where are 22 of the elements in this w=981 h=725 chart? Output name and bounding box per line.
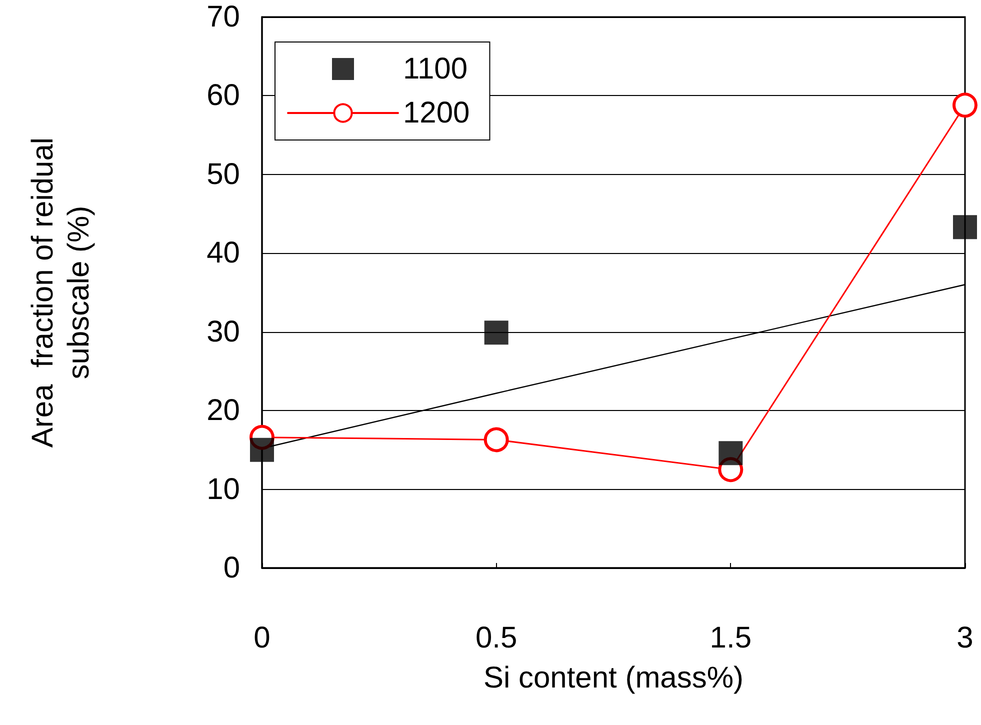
y-tick-label: 60 (206, 79, 240, 112)
x-tick-label: 0.5 (475, 622, 518, 654)
point (718, 441, 743, 466)
y-tick-label: 10 (206, 472, 240, 506)
y-axis-title: Area fraction of reidual subscale (%) (26, 137, 96, 448)
point (484, 320, 508, 345)
point (953, 215, 977, 240)
y-tick-label: 40 (206, 236, 240, 270)
x-tick-label: 1.5 (710, 622, 752, 654)
x-tick-label: 0 (254, 622, 270, 654)
x-tick-label: 3 (956, 622, 974, 654)
y-tick-label: 30 (206, 315, 240, 348)
y-tick-label: 20 (206, 394, 240, 428)
y-tick-label: 50 (206, 158, 240, 191)
y-tick-label: 70 (206, 0, 240, 34)
point (952, 92, 978, 118)
legend-label: 1200 (403, 96, 470, 130)
x-axis-title: Si content (mass%) (483, 662, 744, 694)
legend-label: 1100 (403, 52, 468, 86)
point (484, 427, 509, 452)
point (250, 438, 274, 462)
y-tick-label: 0 (223, 552, 240, 584)
